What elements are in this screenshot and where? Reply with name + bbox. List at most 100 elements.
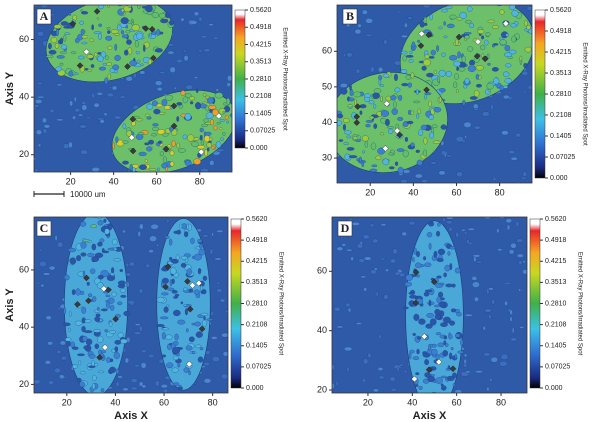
speckle (511, 9, 519, 17)
speckle (506, 224, 511, 231)
speckle (401, 231, 407, 236)
speckle (208, 105, 217, 110)
speckle (415, 149, 420, 153)
speckle (169, 126, 174, 132)
speckle (36, 281, 41, 285)
speckle (455, 136, 464, 143)
speckle (402, 55, 407, 62)
marker (473, 52, 481, 60)
speckle (440, 385, 447, 391)
speckle (368, 100, 375, 105)
speckle (370, 142, 377, 150)
speckle (510, 242, 517, 249)
speckle (363, 287, 368, 292)
speckle (176, 229, 182, 235)
speckle (408, 109, 412, 115)
speckle (88, 365, 96, 368)
panel-letter: B (346, 9, 354, 23)
colorbar-tick-label: 0.4215 (545, 258, 567, 265)
speckle (505, 218, 512, 224)
speckle (81, 11, 89, 15)
speckle (396, 367, 400, 372)
speckle (95, 313, 101, 318)
speckle (179, 223, 183, 229)
speckle (120, 30, 125, 35)
speckle (68, 141, 73, 149)
colorbar-tick-label: 0.07025 (250, 128, 275, 135)
speckle (477, 29, 485, 34)
speckle (60, 51, 68, 54)
speckle (120, 294, 127, 298)
speckle (39, 261, 47, 267)
speckle (214, 92, 224, 99)
speckle (188, 336, 195, 343)
speckle (84, 330, 93, 334)
colorbar-label: Emitted X-Ray Photons/Irradiated Spot (581, 42, 587, 146)
speckle (443, 272, 447, 278)
speckle (401, 83, 409, 87)
speckle (339, 83, 348, 88)
speckle (47, 341, 53, 346)
colorbar-tick-label: 0.4215 (246, 258, 268, 265)
speckle (78, 113, 84, 117)
speckle (505, 63, 512, 68)
speckle (197, 356, 204, 363)
speckle (375, 291, 379, 298)
marker (128, 134, 136, 141)
marker (142, 25, 150, 32)
speckle (432, 140, 441, 144)
speckle (214, 257, 222, 261)
speckle (39, 26, 43, 30)
speckle (450, 347, 454, 351)
speckle (83, 239, 90, 242)
speckle (143, 44, 146, 52)
speckle (492, 25, 499, 29)
speckle (129, 261, 135, 267)
speckle (448, 334, 453, 340)
speckle (440, 124, 447, 130)
speckle (74, 108, 81, 113)
speckle (463, 32, 472, 35)
speckle (460, 106, 464, 110)
speckle (90, 169, 93, 172)
speckle (117, 301, 123, 306)
speckle (412, 356, 420, 360)
speckle (220, 299, 225, 302)
speckle (199, 347, 204, 351)
speckle (524, 46, 532, 53)
speckle (109, 86, 113, 89)
speckle (126, 39, 132, 45)
speckle (182, 134, 188, 140)
speckle (463, 0, 469, 5)
marker (382, 145, 389, 152)
speckle (176, 352, 180, 357)
speckle (206, 147, 210, 152)
y-tick-label: 60 (322, 46, 332, 56)
speckle (467, 227, 475, 231)
speckle (148, 354, 155, 359)
speckle (451, 283, 456, 288)
speckle (195, 344, 202, 349)
x-tick-label: 80 (496, 397, 506, 407)
speckle (88, 293, 93, 298)
speckle (433, 304, 441, 308)
speckle (91, 374, 97, 381)
speckle (464, 135, 467, 139)
speckle (466, 239, 470, 244)
speckle (355, 322, 363, 325)
y-tick-label: 40 (19, 322, 29, 332)
speckle (226, 82, 231, 87)
speckle (406, 120, 414, 125)
speckle (66, 340, 71, 347)
speckle (159, 12, 166, 19)
speckle (378, 375, 385, 380)
x-tick-label: 60 (159, 397, 169, 407)
speckle (436, 258, 444, 263)
speckle (163, 306, 169, 313)
speckle (518, 288, 521, 292)
speckle (177, 363, 181, 368)
marker (430, 278, 438, 286)
speckle (203, 48, 211, 53)
speckle (182, 96, 189, 104)
speckle (176, 116, 180, 122)
